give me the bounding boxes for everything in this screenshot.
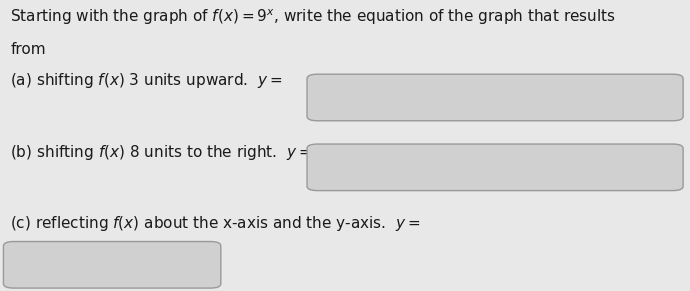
- Text: Starting with the graph of $f(x) = 9^x$, write the equation of the graph that re: Starting with the graph of $f(x) = 9^x$,…: [10, 7, 616, 27]
- Text: (a) shifting $f(x)$ 3 units upward.  $y=$: (a) shifting $f(x)$ 3 units upward. $y=$: [10, 71, 283, 90]
- Text: (c) reflecting $f(x)$ about the x-axis and the y-axis.  $y=$: (c) reflecting $f(x)$ about the x-axis a…: [10, 214, 421, 233]
- FancyBboxPatch shape: [307, 74, 683, 121]
- Text: from: from: [10, 42, 46, 57]
- FancyBboxPatch shape: [3, 242, 221, 288]
- Text: (b) shifting $f(x)$ 8 units to the right.  $y=$: (b) shifting $f(x)$ 8 units to the right…: [10, 143, 312, 162]
- FancyBboxPatch shape: [307, 144, 683, 191]
